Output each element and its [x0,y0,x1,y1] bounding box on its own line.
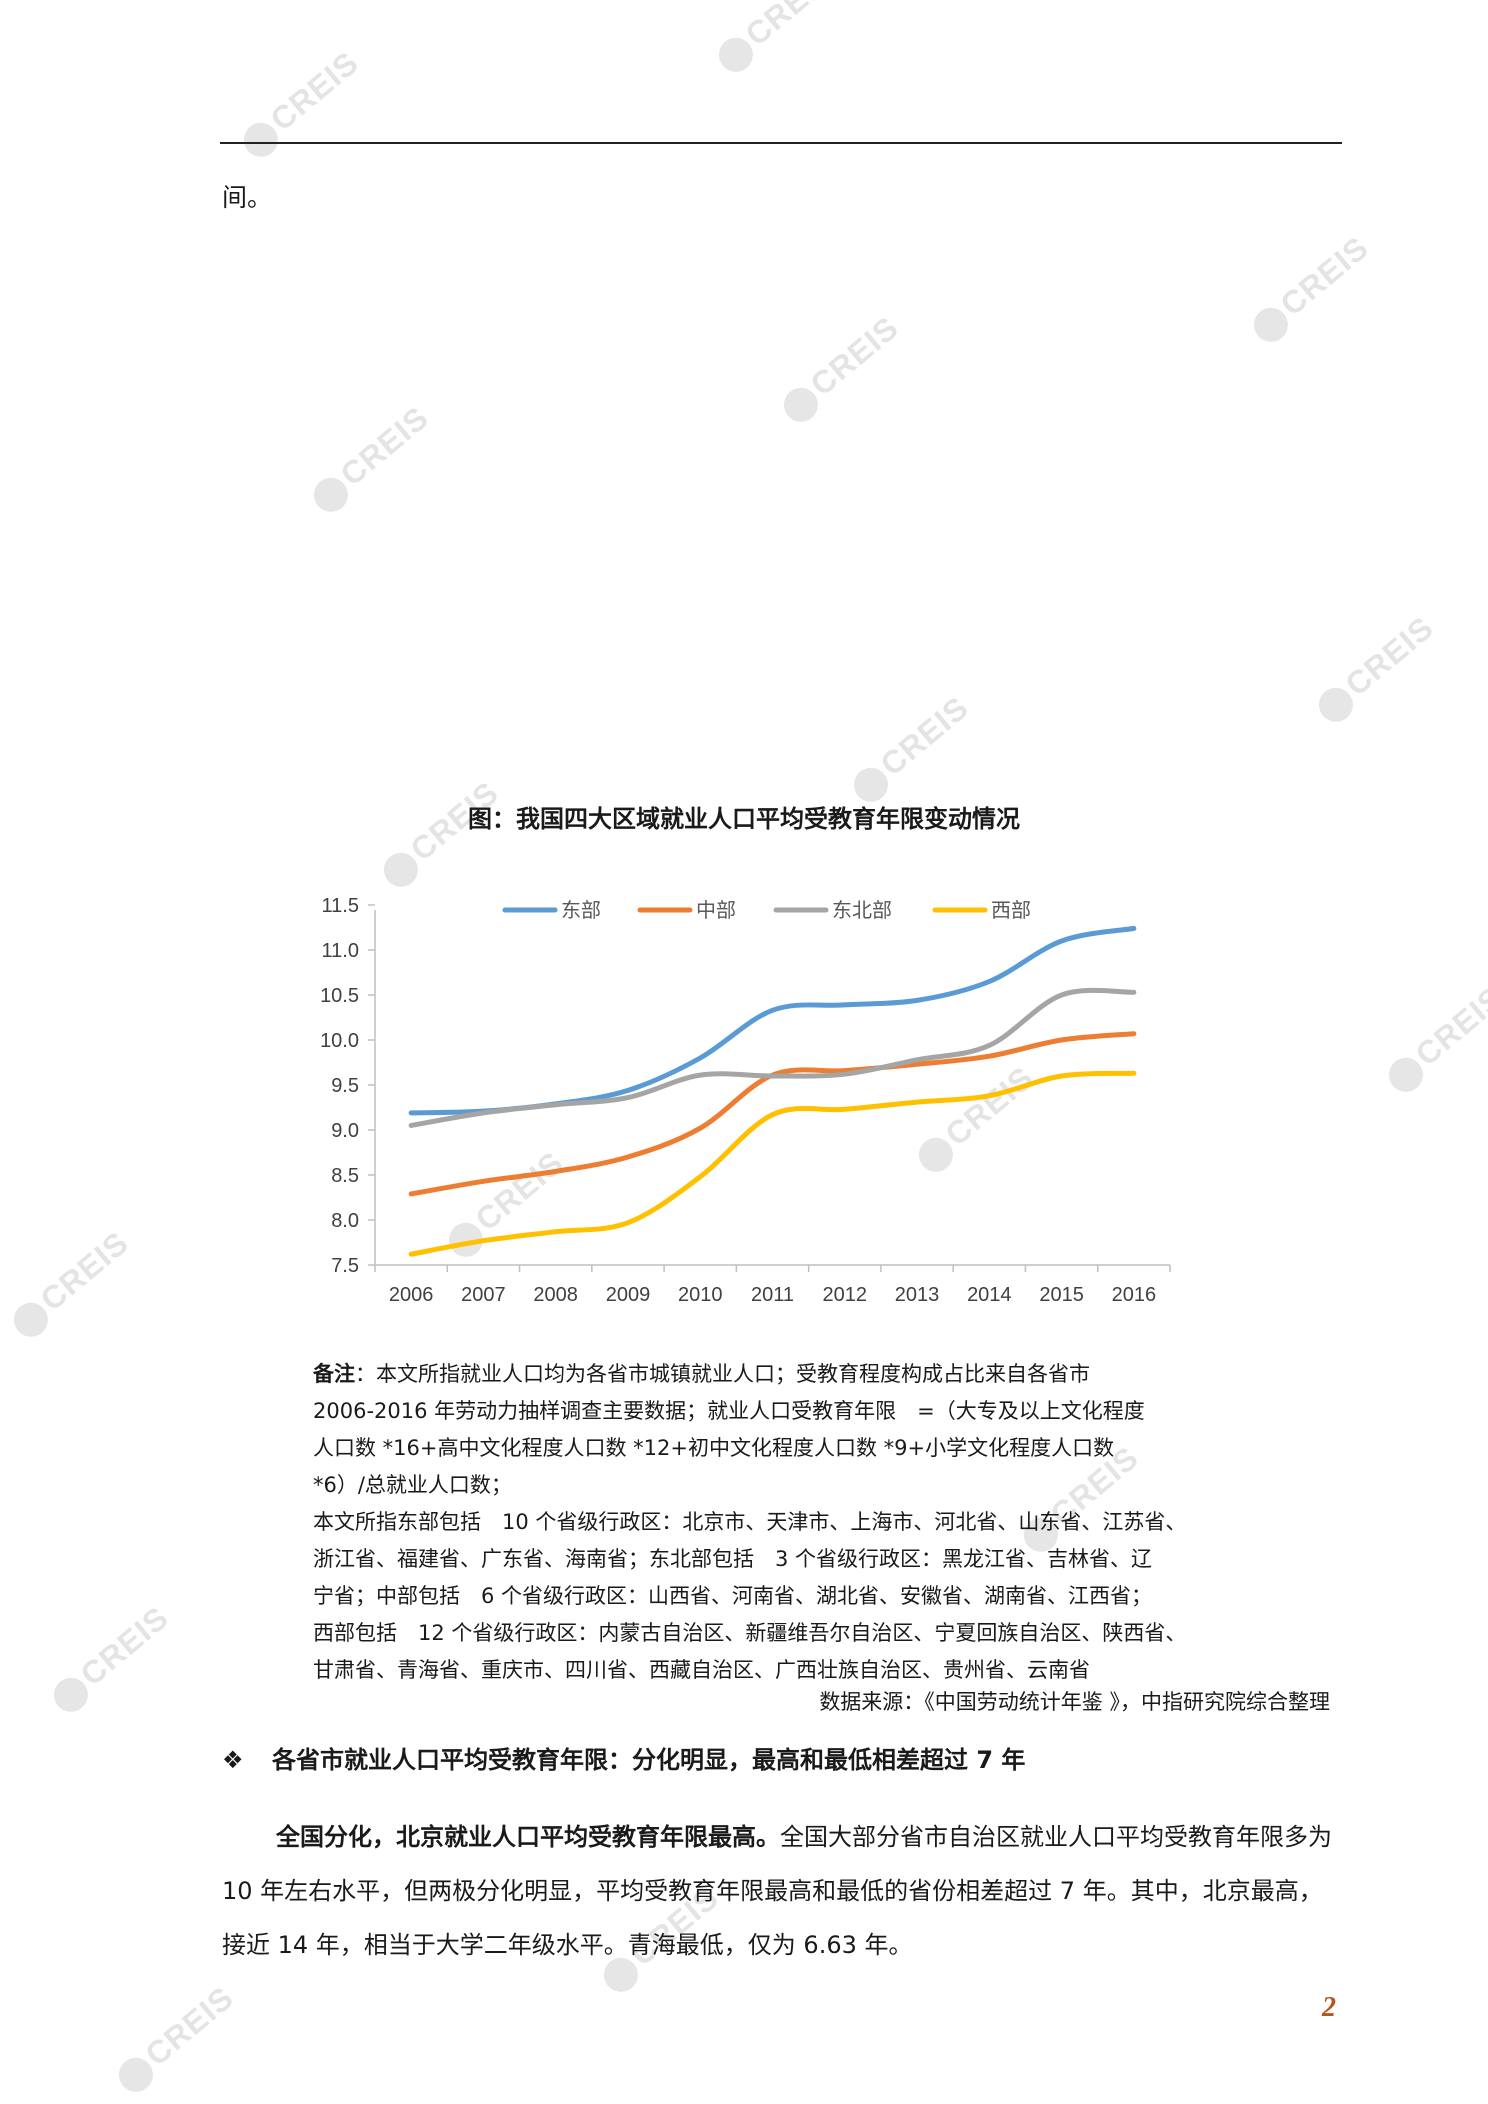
x-tick-label: 2014 [967,1284,1012,1306]
y-tick-label: 11.0 [322,940,359,962]
watermark: CREIS [109,1979,241,2099]
section-heading: ❖ 各省市就业人口平均受教育年限：分化明显，最高和最低相差超过 7 年 [222,1740,1025,1775]
x-tick-label: 2006 [389,1284,434,1306]
series-line-4 [408,1070,1137,1257]
watermark: CREIS [44,1599,176,1719]
legend-label: 东部 [561,898,601,922]
y-tick-label: 8.5 [331,1165,359,1187]
y-tick-label: 7.5 [331,1255,359,1277]
x-tick-label: 2010 [678,1284,723,1306]
header-rule [220,142,1342,144]
notes-line: 西部包括 12 个省级行政区：内蒙古自治区、新疆维吾尔自治区、宁夏回族自治区、陕… [313,1621,1187,1645]
section-heading-text: 各省市就业人口平均受教育年限：分化明显，最高和最低相差超过 7 年 [272,1746,1026,1774]
y-tick-label: 11.5 [322,895,359,917]
watermark: CREIS [4,1224,136,1344]
y-tick-label: 10.0 [320,1030,359,1052]
watermark: CREIS [304,399,436,519]
y-tick-label: 10.5 [320,985,359,1007]
x-tick-label: 2012 [823,1284,868,1306]
carry-over-text: 间。 [222,183,273,212]
figure-notes: 备注：本文所指就业人口均为各省市城镇就业人口；受教育程度构成占比来自各省市 20… [313,1356,1343,1689]
notes-line: 甘肃省、青海省、重庆市、四川省、西藏自治区、广西壮族自治区、贵州省、云南省 [313,1658,1090,1682]
watermark: CREIS [1379,979,1488,1099]
notes-line: 本文所指东部包括 10 个省级行政区：北京市、天津市、上海市、河北省、山东省、江… [313,1510,1187,1534]
notes-line: 浙江省、福建省、广东省、海南省；东北部包括 3 个省级行政区：黑龙江省、吉林省、… [313,1547,1153,1571]
y-tick-label: 8.0 [331,1210,359,1232]
legend-label: 中部 [696,898,736,922]
x-tick-label: 2011 [751,1284,794,1306]
x-tick-label: 2016 [1112,1284,1157,1306]
legend-label: 西部 [991,898,1031,922]
paragraph-lead: 全国分化，北京就业人口平均受教育年限最高。 [276,1823,780,1851]
x-tick-label: 2013 [895,1284,940,1306]
body-paragraph: 全国分化，北京就业人口平均受教育年限最高。全国大部分省市自治区就业人口平均受教育… [222,1810,1342,1972]
watermark: CREIS [1244,229,1376,349]
line-chart: 7.5 8.0 8.5 9.0 9.5 10.0 10.5 11.0 11.5 2006 2007 2… [320,895,1171,1306]
watermark: CREIS [844,689,976,809]
x-tick-label: 2008 [533,1284,578,1306]
page-number: 2 [1322,1992,1336,2023]
watermark: CREIS [234,44,366,164]
diamond-bullet-icon: ❖ [222,1746,244,1774]
y-tick-label: 9.0 [331,1120,359,1142]
x-tick-label: 2009 [606,1284,651,1306]
notes-line: 宁省；中部包括 6 个省级行政区：山西省、河南省、湖北省、安徽省、湖南省、江西省… [313,1584,1153,1608]
notes-line: 人口数 *16+高中文化程度人口数 *12+初中文化程度人口数 *9+小学文化程… [313,1436,1115,1460]
figure-title: 图：我国四大区域就业人口平均受教育年限变动情况 [468,805,1020,833]
y-tick-label: 9.5 [331,1075,359,1097]
watermark: CREIS [709,0,841,79]
series-line-3 [408,987,1137,1128]
x-tick-label: 2015 [1039,1284,1084,1306]
notes-line: 2006-2016 年劳动力抽样调查主要数据；就业人口受教育年限 =（大专及以上… [313,1399,1145,1423]
notes-line: 备注：本文所指就业人口均为各省市城镇就业人口；受教育程度构成占比来自各省市 [313,1362,1090,1386]
notes-label: 备注 [313,1362,355,1386]
watermark: CREIS [1309,609,1441,729]
notes-line: *6）/总就业人口数； [313,1473,512,1497]
paragraph-text: 全国大部分省市自治区就业人口平均受教育年限多为 10 年左右水平，但两极分化明显… [222,1823,1332,1959]
legend-label: 东北部 [832,898,892,922]
data-source: 数据来源：《中国劳动统计年鉴 》，中指研究院综合整理 [819,1690,1330,1714]
watermark: CREIS [774,309,906,429]
x-tick-label: 2007 [461,1284,506,1306]
